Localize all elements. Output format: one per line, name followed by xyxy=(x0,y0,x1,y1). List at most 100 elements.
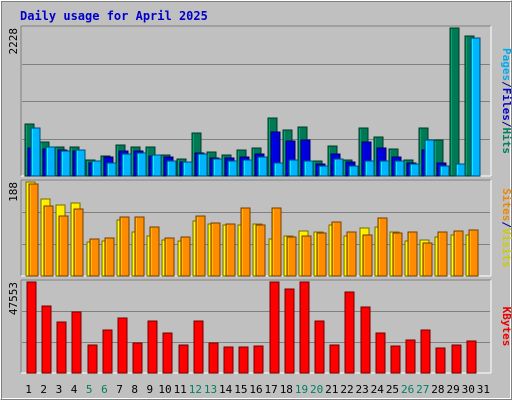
bar-sites-day-5 xyxy=(89,238,100,277)
x-tick-label: 31 xyxy=(477,383,490,396)
bar-sites-day-6 xyxy=(104,237,115,277)
x-tick-label: 13 xyxy=(204,383,217,396)
bar-kbytes-day-24 xyxy=(375,332,386,374)
bar-pages-day-26 xyxy=(409,163,420,177)
x-tick-label: 27 xyxy=(416,383,429,396)
bar-sites-day-4 xyxy=(73,208,84,277)
panel-visits-sites: 188 Sites/Visits xyxy=(7,179,512,277)
bar-sites-day-14 xyxy=(225,223,236,277)
bar-pages-day-11 xyxy=(182,161,193,177)
bar-sites-day-17 xyxy=(271,207,282,277)
x-tick-label: 6 xyxy=(101,383,108,396)
x-tick-label: 26 xyxy=(401,383,414,396)
panel-kbytes: 47553 KBytes xyxy=(7,279,512,374)
x-tick-label: 9 xyxy=(147,383,154,396)
bar-sites-day-3 xyxy=(58,215,69,277)
x-tick-label: 5 xyxy=(86,383,93,396)
bar-pages-day-12 xyxy=(197,153,208,177)
x-tick-label: 20 xyxy=(310,383,323,396)
bar-sites-day-2 xyxy=(43,205,54,277)
bar-pages-day-17 xyxy=(273,162,284,177)
bar-kbytes-day-2 xyxy=(41,305,52,374)
y-max-label: 2228 xyxy=(7,28,20,55)
x-tick-label: 14 xyxy=(219,383,233,396)
bar-kbytes-day-16 xyxy=(253,345,264,374)
bar-kbytes-day-14 xyxy=(223,346,234,374)
bar-kbytes-day-7 xyxy=(117,317,128,374)
bar-sites-day-11 xyxy=(180,236,191,277)
x-tick-label: 21 xyxy=(325,383,338,396)
bar-kbytes-day-25 xyxy=(390,345,401,374)
bar-pages-day-15 xyxy=(242,159,253,177)
x-tick-label: 12 xyxy=(189,383,202,396)
side-legend-part: KBytes xyxy=(500,307,512,347)
x-tick-label: 29 xyxy=(446,383,459,396)
bar-sites-day-23 xyxy=(362,234,373,277)
bar-pages-day-27 xyxy=(424,139,435,177)
bar-pages-day-3 xyxy=(60,150,71,177)
bar-pages-day-1 xyxy=(30,127,41,177)
chart-title: Daily usage for April 2025 xyxy=(20,9,208,23)
x-axis: 1 2 3 4 5 6 7 8 9 10 11 12 13 14 15 16 17 18 19 20 21 22 23 24 2… xyxy=(25,383,490,396)
bar-kbytes-day-20 xyxy=(314,320,325,374)
bar-kbytes-day-3 xyxy=(56,321,67,374)
x-tick-label: 15 xyxy=(234,383,247,396)
bar-pages-day-13 xyxy=(212,158,223,177)
x-tick-label: 25 xyxy=(386,383,399,396)
side-legend: Sites/Visits xyxy=(500,188,512,268)
bar-kbytes-day-26 xyxy=(405,339,416,374)
bar-pages-day-8 xyxy=(136,152,147,177)
side-legend-part: Pages xyxy=(500,48,512,81)
bar-sites-day-9 xyxy=(149,226,160,277)
bar-hits-day-29 xyxy=(449,27,460,177)
bar-kbytes-day-6 xyxy=(102,329,113,374)
bar-pages-day-30 xyxy=(470,37,481,177)
bar-sites-day-21 xyxy=(331,221,342,277)
y-max-label: 188 xyxy=(7,182,20,202)
x-tick-label: 2 xyxy=(40,383,47,396)
x-tick-label: 8 xyxy=(131,383,138,396)
bar-pages-day-23 xyxy=(364,160,375,177)
side-legend: Pages/Files/Hits xyxy=(500,48,512,154)
side-legend-part: / xyxy=(500,121,512,128)
bar-pages-day-5 xyxy=(91,160,102,177)
x-tick-label: 24 xyxy=(371,383,385,396)
bar-pages-day-19 xyxy=(303,160,314,177)
bar-kbytes-day-11 xyxy=(178,344,189,374)
bar-sites-day-20 xyxy=(316,232,327,277)
side-legend-part: Hits xyxy=(500,128,512,155)
x-tick-label: 30 xyxy=(462,383,475,396)
x-tick-label: 28 xyxy=(431,383,444,396)
bar-pages-day-25 xyxy=(394,160,405,177)
bar-sites-day-29 xyxy=(453,230,464,277)
bar-kbytes-day-21 xyxy=(329,344,340,374)
bar-sites-day-25 xyxy=(392,232,403,277)
bar-sites-day-8 xyxy=(134,216,145,277)
bar-sites-day-1 xyxy=(28,183,39,277)
x-tick-label: 16 xyxy=(249,383,262,396)
x-tick-label: 1 xyxy=(25,383,32,396)
side-legend-part: Sites xyxy=(500,188,512,221)
bar-kbytes-day-4 xyxy=(71,311,82,374)
bar-pages-day-16 xyxy=(257,156,268,177)
bar-sites-day-22 xyxy=(346,231,357,277)
bar-sites-day-19 xyxy=(301,235,312,277)
bar-sites-day-24 xyxy=(377,217,388,277)
x-tick-label: 4 xyxy=(71,383,78,396)
bar-sites-day-12 xyxy=(195,215,206,277)
bar-kbytes-day-17 xyxy=(269,281,280,374)
x-tick-label: 17 xyxy=(265,383,278,396)
side-legend-part: Visits xyxy=(500,228,512,268)
bar-kbytes-day-13 xyxy=(208,342,219,374)
bar-sites-day-13 xyxy=(210,222,221,277)
x-tick-label: 23 xyxy=(356,383,369,396)
x-tick-label: 22 xyxy=(340,383,353,396)
x-tick-label: 18 xyxy=(280,383,293,396)
bar-sites-day-30 xyxy=(468,229,479,277)
bar-kbytes-day-23 xyxy=(360,306,371,374)
bar-kbytes-day-27 xyxy=(420,329,431,374)
bar-sites-day-18 xyxy=(286,236,297,277)
